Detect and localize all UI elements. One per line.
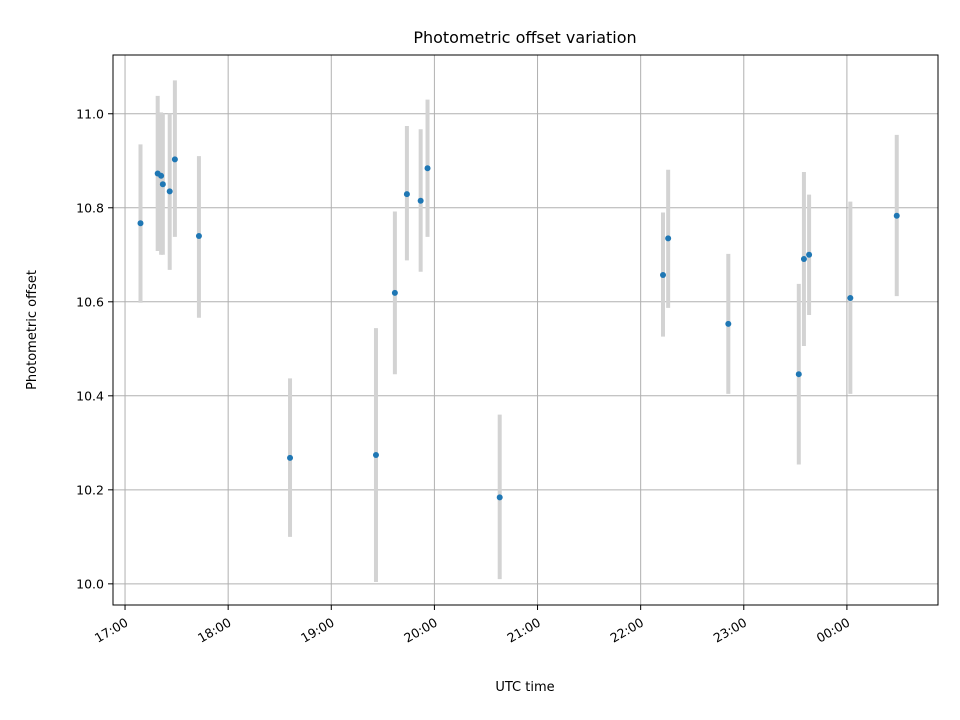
x-tick-label: 00:00: [814, 615, 853, 646]
data-point: [725, 320, 732, 327]
y-tick-label: 10.2: [76, 482, 104, 497]
y-tick-label: 10.6: [76, 294, 104, 309]
data-point: [665, 235, 672, 242]
data-point: [159, 181, 166, 188]
data-point: [403, 191, 410, 198]
x-tick-label: 21:00: [504, 615, 543, 646]
data-point: [660, 272, 666, 278]
data-point: [137, 220, 144, 227]
data-point: [372, 452, 379, 459]
data-point: [287, 454, 294, 461]
x-tick-label: 18:00: [195, 615, 234, 646]
x-axis-label: UTC time: [495, 680, 554, 695]
grid-layer: [113, 55, 938, 605]
y-tick-label: 11.0: [76, 106, 104, 121]
chart-title: Photometric offset variation: [413, 28, 636, 47]
x-tick-label: 22:00: [607, 615, 646, 646]
y-tick-label: 10.0: [76, 576, 104, 591]
data-point: [893, 212, 900, 219]
plot-frame: [112, 54, 939, 606]
data-point: [391, 289, 398, 296]
data-point: [158, 172, 165, 179]
data-point: [806, 251, 813, 258]
data-point: [171, 156, 178, 163]
data-point: [800, 256, 807, 263]
x-tick-label: 20:00: [401, 615, 440, 646]
x-tick-label: 19:00: [298, 615, 337, 646]
errorbar-layer: [138, 80, 899, 582]
data-point: [424, 165, 431, 172]
data-point: [847, 295, 854, 302]
data-point: [496, 494, 503, 501]
data-point: [195, 232, 202, 239]
data-point: [417, 197, 424, 204]
data-point: [166, 188, 173, 195]
x-axis: 17:00 18:00 19:00 20:00 21:00 22:00 23:00 00:00: [92, 605, 853, 646]
y-axis-label: Photometric offset: [25, 270, 40, 390]
y-tick-label: 10.4: [76, 388, 104, 403]
x-tick-label: 17:00: [92, 615, 131, 646]
x-tick-label: 23:00: [711, 615, 750, 646]
data-point: [795, 371, 802, 378]
y-tick-label: 10.8: [76, 200, 104, 215]
y-axis: 10.0 10.2 10.4 10.6 10.8 11.0: [76, 106, 113, 591]
point-layer: [137, 156, 900, 501]
